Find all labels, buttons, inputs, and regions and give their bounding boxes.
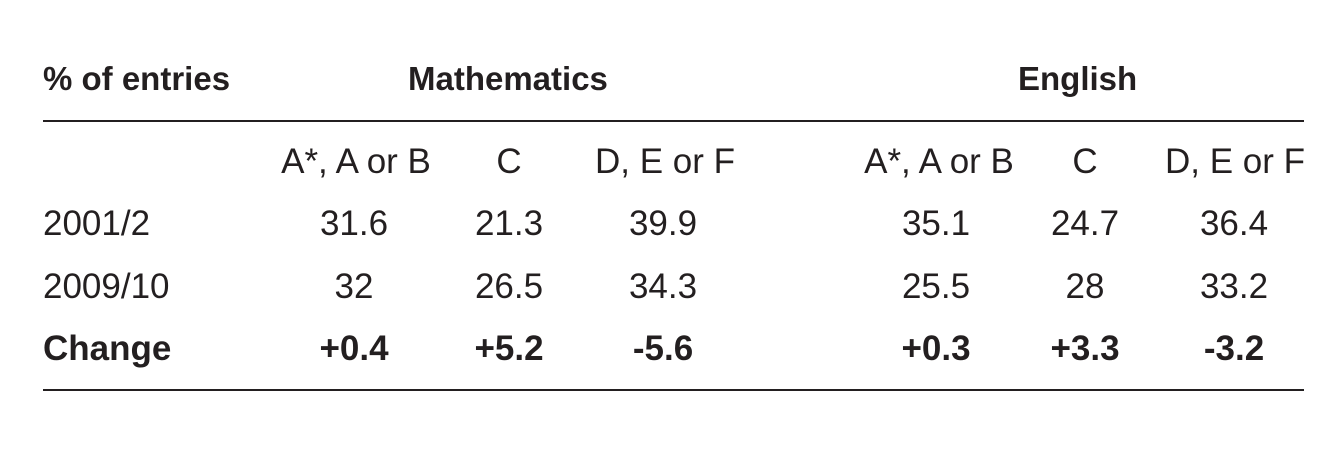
table-cell: 32 bbox=[334, 267, 374, 306]
table-cell: +5.2 bbox=[474, 329, 544, 368]
table-cell: -3.2 bbox=[1203, 329, 1265, 368]
table-cell: -5.6 bbox=[632, 329, 694, 368]
subheader-english-abc: A*, A or B bbox=[864, 142, 1014, 181]
table-cell: 21.3 bbox=[474, 204, 544, 243]
table-cell: 26.5 bbox=[474, 267, 544, 306]
subheader-english-c: C bbox=[1072, 142, 1098, 181]
subheader-english-def: D, E or F bbox=[1164, 142, 1306, 181]
table-cell: 35.1 bbox=[901, 204, 971, 243]
top-rule bbox=[43, 120, 1304, 122]
group-header-english: English bbox=[1018, 60, 1138, 97]
group-header-mathematics: Mathematics bbox=[408, 60, 608, 97]
bottom-rule bbox=[43, 389, 1304, 391]
table-cell: 36.4 bbox=[1199, 204, 1269, 243]
table-cell: 34.3 bbox=[628, 267, 698, 306]
row-label: 2009/10 bbox=[43, 267, 170, 306]
subheader-math-abc: A*, A or B bbox=[281, 142, 431, 181]
table-cell: 39.9 bbox=[628, 204, 698, 243]
table-cell: +0.4 bbox=[319, 329, 389, 368]
row-label: Change bbox=[43, 329, 172, 368]
subheader-math-def: D, E or F bbox=[594, 142, 736, 181]
table-cell: +0.3 bbox=[901, 329, 971, 368]
subheader-math-c: C bbox=[496, 142, 522, 181]
table-cell: 31.6 bbox=[319, 204, 389, 243]
table-cell: +3.3 bbox=[1050, 329, 1120, 368]
table-cell: 28 bbox=[1065, 267, 1105, 306]
row-label: 2001/2 bbox=[43, 204, 151, 243]
table-cell: 25.5 bbox=[901, 267, 971, 306]
table-cell: 33.2 bbox=[1199, 267, 1269, 306]
corner-header: % of entries bbox=[43, 60, 231, 97]
table-cell: 24.7 bbox=[1050, 204, 1120, 243]
